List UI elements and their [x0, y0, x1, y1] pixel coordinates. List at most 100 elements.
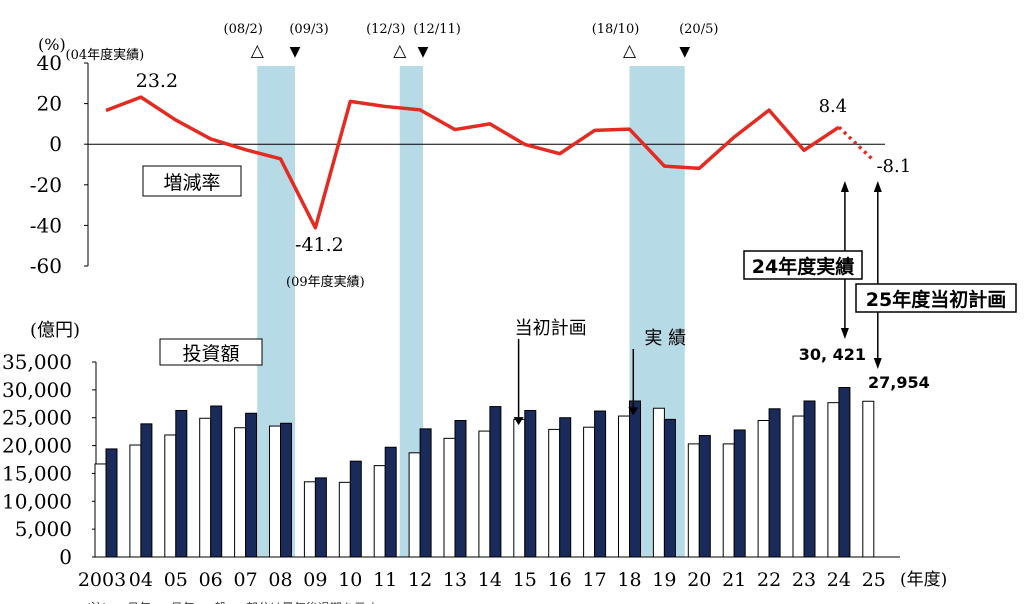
bar-label-plan-25: 27,954 [868, 373, 930, 392]
investment-y-tick-label-3: 20,000 [2, 434, 72, 458]
trough-marker-2: ▼ [679, 44, 690, 60]
actual-bar-21 [733, 429, 746, 558]
x-tick-label-05: 05 [164, 569, 188, 591]
investment-label-box [159, 338, 263, 366]
x-axis-labels: 2003 04 05 06 07 08 09 10 11 12 13 14 15 16 17 18 19 20 21… [78, 569, 947, 604]
growth-y-tick-label-0: 40 [37, 51, 62, 75]
plan-bar-09 [303, 481, 316, 558]
growth-label-text: 増減率 [163, 172, 220, 194]
legend-actual-arrowhead [628, 407, 639, 416]
x-tick-label-10: 10 [338, 569, 362, 591]
plan-bar-2003 [94, 463, 107, 558]
plan-bar-06 [199, 417, 212, 558]
plan-bar-04 [129, 444, 142, 558]
plan-bar-24 [827, 402, 840, 558]
x-tick-label-12: 12 [408, 569, 432, 591]
growth-y-tick-label-1: 20 [37, 92, 62, 116]
x-tick-label-09: 09 [303, 569, 327, 591]
trough-marker-0: ▼ [290, 44, 301, 60]
last-actual-rate-label: 8.4 [819, 96, 848, 117]
actual-bar-24 [838, 387, 851, 558]
plan-bar-08 [269, 425, 281, 558]
legend-plan-arrowhead [513, 417, 524, 426]
x-tick-label-23: 23 [792, 569, 816, 591]
growth-y-tick-label-2: 0 [49, 132, 62, 156]
legend-actual-label: 実 績 [644, 328, 686, 349]
x-tick-label-11: 11 [373, 569, 397, 591]
actual-bar-10 [349, 460, 362, 558]
legend-plan-label: 当初計画 [515, 318, 587, 339]
recession-markers: △ ▼ (08/2) (09/3) △ ▼ (12/3) (12/11) △ ▼ (18/10) (2… [224, 22, 719, 61]
actual-bar-20 [698, 435, 711, 558]
actual-bar-13 [454, 420, 467, 558]
x-tick-label-21: 21 [722, 569, 746, 591]
actual-bar-16 [559, 417, 572, 558]
investment-y-tick-label-2: 25,000 [2, 406, 72, 430]
x-tick-label-18: 18 [617, 569, 641, 591]
x-tick-label-22: 22 [757, 569, 781, 591]
x-tick-label-19: 19 [652, 569, 676, 591]
actual-bar-07 [245, 412, 258, 558]
bar-label-actual-24: 30, 421 [799, 345, 866, 364]
callout-25-arrow-down [873, 358, 882, 369]
x-tick-label-15: 15 [513, 569, 537, 591]
plan-bar-18 [618, 415, 630, 558]
x-tick-label-14: 14 [478, 569, 502, 591]
growth-y-tick-label-4: -40 [30, 213, 62, 237]
plan-bar-11 [373, 465, 386, 558]
min-value-label: -41.2 [295, 234, 344, 256]
plan-bar-15 [513, 418, 526, 558]
investment-axes: 35,000 30,000 25,000 20,000 15,000 10,000 5,00… [2, 320, 900, 569]
growth-rate-axes: 40 20 0 -20 -40 -60 (%) 増減率 [30, 35, 885, 278]
callout-24-box [743, 250, 863, 280]
actual-bar-04 [140, 423, 153, 558]
growth-y-tick-label-5: -60 [30, 254, 62, 278]
actual-bar-14 [489, 406, 502, 558]
trough-marker-1: ▼ [418, 44, 429, 60]
growth-label-box [142, 165, 242, 197]
trough-date-label-0: (09/3) [289, 22, 328, 37]
actual-bar-08 [280, 422, 292, 558]
x-tick-label-16: 16 [548, 569, 572, 591]
actual-bar-15 [524, 409, 537, 558]
max-value-label: 23.2 [136, 70, 178, 92]
investment-y-tick-label-4: 15,000 [2, 461, 72, 485]
growth-series-actual [105, 95, 840, 230]
actual-bar-05 [175, 409, 188, 558]
peak-marker-1: △ [393, 41, 407, 61]
investment-y-tick-label-1: 30,000 [2, 378, 72, 402]
growth-rate-line [105, 95, 876, 230]
plan-bar-05 [164, 434, 177, 558]
plan-bar-10 [338, 481, 351, 558]
min-year-label: (09年度実績) [286, 274, 365, 290]
footnote: (注) … 月年 … 月年 … 般 … 部分は景気後退期を示す [86, 600, 378, 604]
callout-25-text: 25年度当初計画 [866, 288, 1006, 311]
max-year-label: (04年度実績) [66, 47, 145, 63]
plan-bar-12 [408, 452, 421, 558]
actual-bar-09 [314, 477, 327, 558]
x-tick-label-08: 08 [268, 569, 292, 591]
plan-bar-13 [443, 437, 456, 558]
plan-rate-label: -8.1 [876, 156, 911, 177]
recession-shade-1 [399, 66, 424, 557]
actual-bar-06 [210, 405, 223, 558]
growth-y-tick-label-3: -20 [30, 173, 62, 197]
actual-bar-22 [768, 408, 781, 558]
investment-label-text: 投資額 [182, 343, 239, 365]
peak-marker-0: △ [251, 41, 265, 61]
actual-bar-11 [384, 446, 397, 558]
actual-bar-17 [594, 410, 607, 558]
plan-bar-07 [234, 427, 247, 558]
x-tick-label-20: 20 [687, 569, 711, 591]
investment-unit-label: (億円) [30, 320, 80, 341]
x-tick-label-25: 25 [862, 569, 886, 591]
investment-y-tick-label-6: 5,000 [15, 517, 72, 541]
callout-24-text: 24年度実績 [752, 255, 854, 278]
peak-date-label-1: (12/3) [366, 22, 405, 37]
plan-bar-17 [583, 426, 596, 558]
actual-bar-18 [629, 400, 641, 558]
peak-date-label-2: (18/10) [592, 22, 640, 37]
peak-date-label-0: (08/2) [224, 22, 263, 37]
investment-y-tick-label-7: 0 [59, 545, 72, 569]
x-tick-label-13: 13 [443, 569, 467, 591]
